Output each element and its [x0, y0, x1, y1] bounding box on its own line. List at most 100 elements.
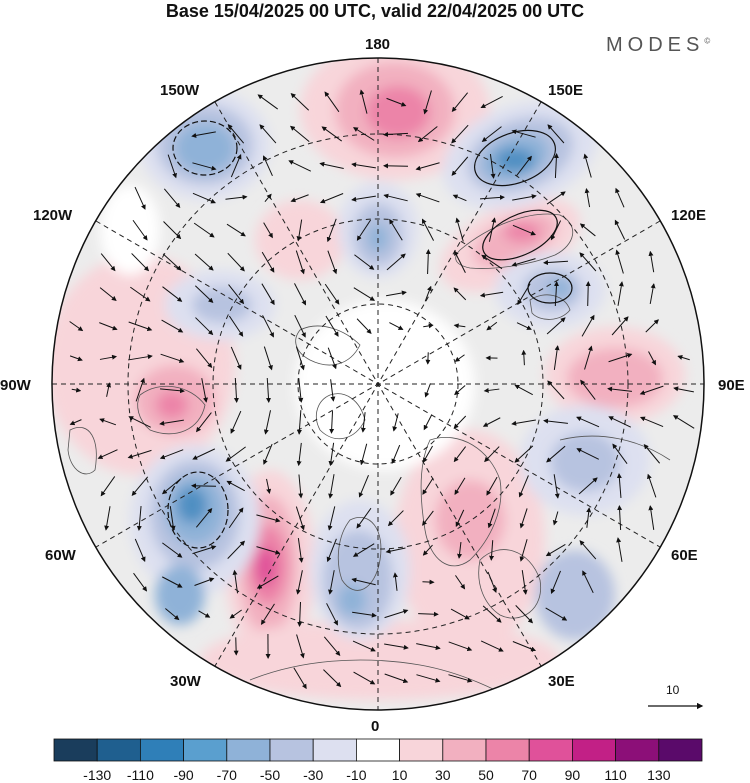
wind-arrow: [353, 671, 376, 685]
wind-arrow: [457, 542, 463, 559]
wind-arrow: [454, 477, 466, 495]
wind-arrow: [192, 448, 216, 460]
map-border: [51, 57, 705, 711]
wind-arrow: [611, 316, 629, 336]
wind-arrow: [584, 345, 593, 370]
wind-arrow: [297, 601, 303, 627]
colorbar-tick-label: -90: [173, 767, 194, 783]
lon-label-120e: 120E: [671, 207, 707, 224]
wind-arrow: [384, 609, 409, 619]
wind-arrow: [290, 93, 310, 111]
wind-arrow: [383, 193, 408, 202]
wind-arrow: [256, 546, 281, 555]
wind-arrow: [454, 250, 466, 273]
colorbar-tick-label: 70: [521, 767, 537, 783]
wind-arrow: [296, 219, 303, 242]
colorbar-tick-label: 30: [435, 767, 451, 783]
wind-arrow: [543, 418, 568, 424]
wind-arrow: [232, 569, 239, 594]
wind-arrow: [512, 641, 537, 652]
wind-arrow: [352, 543, 375, 557]
colorbar-tick-label: -30: [303, 767, 324, 783]
wind-arrow: [328, 442, 335, 467]
wind-arrow: [319, 193, 344, 204]
wind-arrow: [546, 317, 566, 335]
wind-arrow: [162, 576, 183, 588]
wind-arrow: [358, 475, 369, 498]
wind-arrow: [455, 217, 464, 242]
wind-arrow: [521, 349, 527, 366]
graticule: [52, 58, 704, 710]
wind-arrow: [228, 315, 244, 337]
colorbar-tick-label: 130: [647, 767, 671, 783]
wind-arrow: [451, 156, 469, 176]
colorbar-swatch: [615, 738, 660, 762]
wind-arrow: [546, 191, 566, 205]
wind-arrow: [104, 506, 111, 531]
wind-arrow: [257, 94, 279, 110]
wind-arrow: [294, 314, 306, 338]
wind-arrow: [518, 475, 529, 498]
wind-arrow: [521, 570, 528, 595]
wind-arrow: [295, 346, 305, 371]
wind-arrow: [327, 506, 336, 531]
wind-arrow: [163, 188, 181, 208]
wind-arrow: [615, 187, 625, 208]
wind-arrow: [453, 415, 467, 429]
wind-arrow: [226, 480, 245, 492]
wind-arrow: [325, 315, 339, 337]
wind-arrow: [226, 223, 246, 237]
wind-arrow: [266, 377, 272, 403]
wind-arrow: [423, 90, 432, 115]
wind-arrow: [229, 609, 242, 619]
wind-arrow: [198, 610, 211, 618]
wind-arrow: [487, 508, 496, 529]
wind-arrow: [161, 477, 182, 495]
wind-arrow: [290, 194, 309, 203]
wind-arrow: [201, 378, 208, 403]
wind-arrow: [263, 222, 273, 239]
wind-arrow: [233, 637, 239, 656]
wind-arrow: [263, 346, 273, 371]
wind-arrow: [100, 253, 116, 272]
wind-arrow: [448, 641, 473, 652]
wind-arrow: [262, 315, 274, 338]
wind-arrow: [486, 476, 498, 496]
wind-arrow: [487, 571, 497, 594]
wind-arrow: [132, 219, 148, 241]
colorbar-swatch: [658, 738, 703, 762]
wind-arrow: [324, 91, 340, 113]
wind-arrow: [519, 539, 528, 562]
wind-arrow: [261, 283, 275, 306]
colorbar-swatch: [355, 738, 400, 762]
wind-arrow: [617, 281, 624, 306]
wind-arrow: [489, 540, 495, 561]
wind-arrow: [617, 505, 623, 531]
wind-arrow: [194, 285, 214, 303]
wind-arrow: [483, 387, 500, 393]
wind-arrow: [99, 322, 118, 331]
wind-arrow: [330, 379, 336, 402]
wind-arrow: [453, 323, 466, 329]
wind-arrow: [228, 507, 244, 529]
wind-arrow: [552, 511, 559, 526]
wind-arrow: [615, 249, 624, 274]
wind-arrow: [579, 540, 597, 560]
wind-arrow: [677, 355, 690, 361]
wind-arrow: [545, 544, 566, 557]
wind-arrow: [389, 322, 404, 330]
wind-arrow: [421, 218, 435, 241]
wind-arrow: [512, 194, 537, 201]
wind-arrow: [576, 416, 600, 428]
wind-arrow: [225, 446, 246, 462]
wind-arrow: [266, 478, 272, 495]
colorbar-tick-label: 50: [478, 767, 494, 783]
wind-arrow: [423, 414, 433, 431]
colorbar-tick-label: 10: [391, 767, 408, 783]
wind-arrow: [511, 129, 536, 138]
wind-arrow: [547, 124, 565, 144]
wind-arrow: [136, 506, 142, 531]
wind-arrow: [324, 283, 340, 305]
wind-arrow: [547, 380, 565, 400]
wind-arrow: [673, 386, 694, 393]
